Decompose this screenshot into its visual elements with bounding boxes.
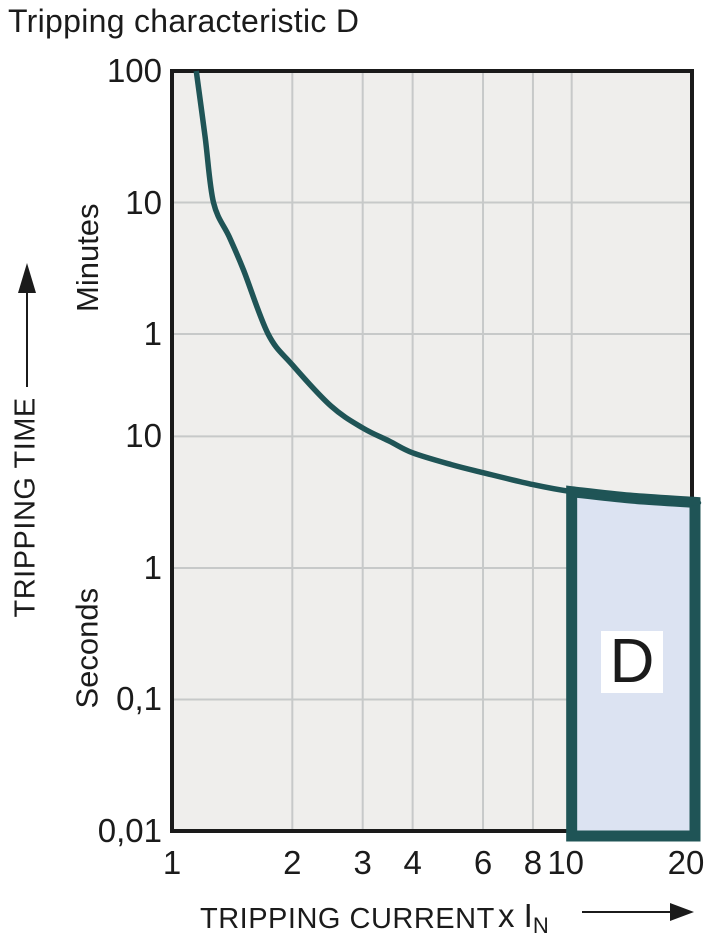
x-axis-unit: x IN <box>498 897 549 939</box>
y-tick-label: 1 <box>143 548 162 586</box>
y-tick-label: 0,01 <box>97 812 162 849</box>
x-unit-subscript: N <box>532 913 549 938</box>
x-tick-label: 4 <box>403 844 422 881</box>
x-tick-label: 6 <box>473 844 493 881</box>
plot-border <box>170 69 694 833</box>
tripping-curve <box>193 70 702 506</box>
x-tick-label: 2 <box>283 844 302 881</box>
x-axis-arrow-icon <box>582 903 694 921</box>
y-tick-label: 100 <box>106 52 162 89</box>
x-tick-label: 8 <box>523 844 543 881</box>
y-tick-label: 10 <box>125 417 162 455</box>
y-tick-label: 0,1 <box>116 680 162 718</box>
y-tick-label: 1 <box>143 315 162 353</box>
x-tick-label: 1 <box>162 844 182 881</box>
y-axis-arrow-icon <box>18 263 36 387</box>
x-tick-label: 20 <box>667 844 705 881</box>
x-tick-label: 10 <box>547 844 585 881</box>
x-tick-label: 3 <box>353 844 372 881</box>
chart-title: Tripping characteristic D <box>8 3 360 39</box>
region-d-label: D <box>601 631 663 693</box>
y-tick-label: 10 <box>125 183 162 221</box>
x-unit-prefix: x I <box>498 897 533 934</box>
x-axis-title: TRIPPING CURRENT <box>200 903 495 935</box>
